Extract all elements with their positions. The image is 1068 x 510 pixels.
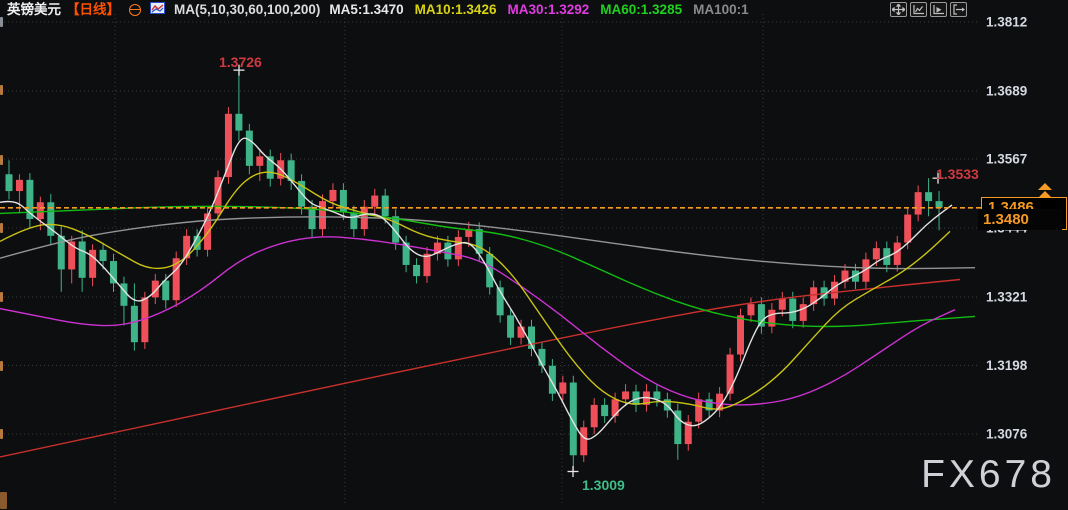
chart-axis-icon[interactable] <box>910 2 927 17</box>
left-axis-clipped-digit <box>0 85 3 95</box>
collapse-circle-icon[interactable] <box>129 3 141 16</box>
chart-play-icon[interactable] <box>930 2 947 17</box>
current-price-tag: 1.3480 <box>978 209 1062 230</box>
ma-value-label: MA30:1.3292 <box>507 2 590 17</box>
ma-value-label: MA60:1.3285 <box>600 2 683 17</box>
svg-text:1.3812: 1.3812 <box>986 15 1027 30</box>
ma-settings-label: MA(5,10,30,60,100,200) <box>174 2 321 17</box>
svg-text:1.3533: 1.3533 <box>936 166 979 182</box>
pan-crosshair-icon[interactable] <box>890 2 907 17</box>
symbol-name: 英镑美元 <box>7 2 61 17</box>
svg-text:1.3567: 1.3567 <box>986 152 1027 167</box>
ma-values-group: MA5:1.3470 MA10:1.3426 MA30:1.3292 MA60:1.3… <box>329 0 748 19</box>
watermark-logo: FX678 <box>921 453 1056 496</box>
left-axis-clipped-digit <box>0 361 3 371</box>
svg-text:1.3689: 1.3689 <box>986 83 1027 98</box>
price-annotation: 1.3009 <box>567 466 625 493</box>
gridlines <box>0 14 978 506</box>
svg-text:1.3321: 1.3321 <box>986 289 1028 304</box>
left-axis-clipped-digit <box>0 17 3 27</box>
left-axis-clipped-digit <box>0 429 3 439</box>
left-axis-clipped-digit <box>0 223 3 233</box>
exit-chart-icon[interactable] <box>950 2 967 17</box>
ma-line-ma30 <box>0 236 956 406</box>
svg-text:1.3726: 1.3726 <box>219 54 262 70</box>
indicator-chart-icon <box>150 2 165 17</box>
ma-line-ma5 <box>0 137 953 440</box>
chart-toolbar <box>890 2 967 17</box>
candles <box>5 70 943 472</box>
svg-text:1.3009: 1.3009 <box>582 477 625 493</box>
ma-value-label: MA100:1 <box>693 2 749 17</box>
left-axis-clipped-digit <box>0 155 3 165</box>
chart-header: 英镑美元 【日线】 MA(5,10,30,60,100,200) MA5:1.3… <box>0 0 1068 19</box>
left-axis-clipped-digit <box>0 492 7 509</box>
price-annotation: 1.3533 <box>932 166 979 184</box>
ma-value-label: MA10:1.3426 <box>414 2 497 17</box>
scroll-to-latest-icon[interactable] <box>1038 183 1052 198</box>
ma-line-ma60 <box>0 205 976 328</box>
ma-line-ma100 <box>0 216 976 270</box>
left-axis-clipped-digit <box>0 292 3 302</box>
timeframe-label[interactable]: 【日线】 <box>66 2 120 17</box>
ma-value-label: MA5:1.3470 <box>329 2 404 17</box>
price-annotation: 1.3726 <box>219 54 262 76</box>
svg-text:1.3198: 1.3198 <box>986 358 1028 373</box>
ma-line-ma200 <box>0 278 961 458</box>
svg-text:1.3076: 1.3076 <box>986 427 1028 442</box>
